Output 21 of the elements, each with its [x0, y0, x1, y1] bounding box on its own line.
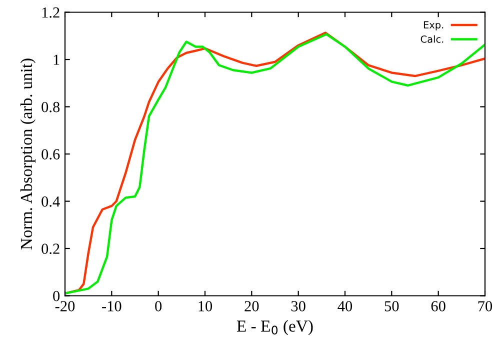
- x-tick-label: 50: [384, 301, 399, 312]
- x-tick-label: 10: [198, 301, 212, 312]
- y-tick-label: 0.6: [42, 149, 60, 160]
- x-tick-label: 60: [431, 301, 446, 312]
- x-tick-label: 70: [478, 301, 492, 312]
- y-axis-title: Norm. Absorption (arb. unit): [20, 58, 36, 250]
- y-tick-label: 0: [53, 290, 60, 302]
- x-tick-label: 30: [291, 301, 306, 312]
- y-tick-label: 0.8: [42, 102, 60, 112]
- y-tick-label: 0.2: [42, 244, 60, 254]
- y-tick-label: 1.2: [42, 7, 60, 18]
- x-tick-label: 20: [244, 301, 259, 312]
- x-tick-label: -10: [102, 301, 122, 312]
- y-tick-label: 0.4: [42, 196, 60, 207]
- y-tick-label: 1: [54, 54, 60, 65]
- legend-label: Calc.: [420, 35, 444, 43]
- x-tick-label: 40: [338, 301, 352, 312]
- x-axis-title: E - E$_{0}$ (eV): [236, 320, 313, 336]
- x-tick-label: 0: [155, 301, 162, 312]
- x-tick-label: -20: [55, 301, 75, 312]
- legend-label: Exp.: [424, 21, 444, 30]
